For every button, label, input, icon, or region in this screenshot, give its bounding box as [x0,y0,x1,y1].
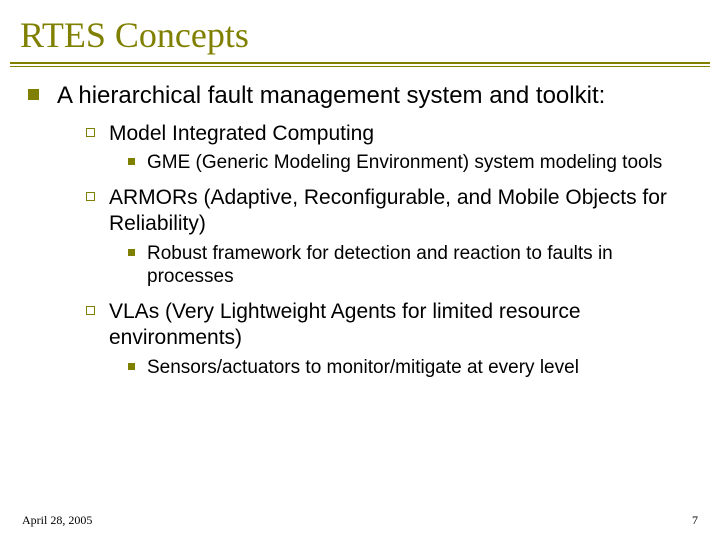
small-square-icon [128,363,135,370]
bullet-l3-text: Sensors/actuators to monitor/mitigate at… [147,356,579,380]
title-rule-thick [10,62,710,64]
slide-title: RTES Concepts [0,0,720,62]
bullet-l3-text: GME (Generic Modeling Environment) syste… [147,151,662,175]
bullet-level2: ARMORs (Adaptive, Reconfigurable, and Mo… [86,185,692,238]
square-bullet-icon [28,89,39,100]
bullet-l2-text: VLAs (Very Lightweight Agents for limite… [109,299,692,352]
bullet-l2-text: Model Integrated Computing [109,121,374,147]
bullet-l3-text: Robust framework for detection and react… [147,242,692,290]
footer-page-number: 7 [692,513,698,528]
hollow-square-icon [86,192,95,201]
slide-footer: April 28, 2005 7 [0,513,720,528]
small-square-icon [128,158,135,165]
level2-group: Model Integrated Computing GME (Generic … [86,121,692,379]
bullet-level3: Robust framework for detection and react… [128,242,692,290]
bullet-l2-text: ARMORs (Adaptive, Reconfigurable, and Mo… [109,185,692,238]
bullet-l1-text: A hierarchical fault management system a… [57,81,605,111]
small-square-icon [128,249,135,256]
hollow-square-icon [86,306,95,315]
hollow-square-icon [86,128,95,137]
bullet-level3: GME (Generic Modeling Environment) syste… [128,151,692,175]
bullet-level2: Model Integrated Computing [86,121,692,147]
level3-group: GME (Generic Modeling Environment) syste… [128,151,692,175]
footer-date: April 28, 2005 [22,513,92,528]
bullet-level1: A hierarchical fault management system a… [28,81,692,111]
slide-body: A hierarchical fault management system a… [0,67,720,379]
level3-group: Sensors/actuators to monitor/mitigate at… [128,356,692,380]
bullet-level2: VLAs (Very Lightweight Agents for limite… [86,299,692,352]
bullet-level3: Sensors/actuators to monitor/mitigate at… [128,356,692,380]
level3-group: Robust framework for detection and react… [128,242,692,290]
